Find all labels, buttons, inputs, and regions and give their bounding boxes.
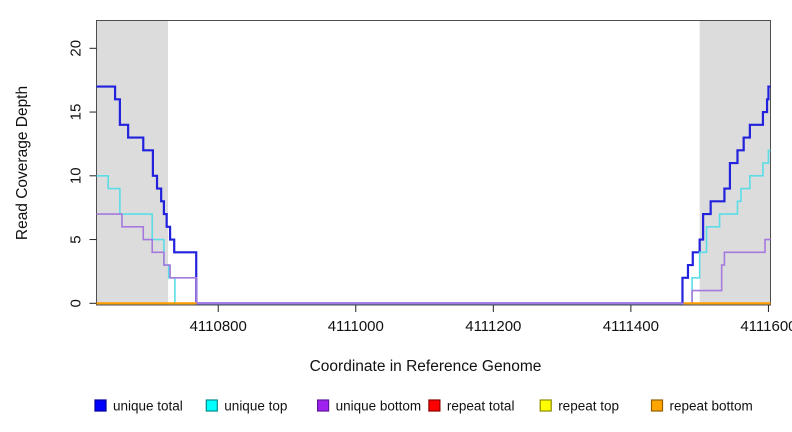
legend-label: unique bottom bbox=[336, 399, 422, 414]
y-tick-label: 5 bbox=[68, 235, 85, 243]
legend-label: repeat total bbox=[447, 399, 515, 414]
y-tick-label: 20 bbox=[68, 40, 85, 57]
x-tick-label: 4111600 bbox=[740, 318, 792, 335]
legend-swatch-repeat-bottom bbox=[650, 399, 664, 412]
legend-swatch-unique-total bbox=[94, 399, 107, 412]
series-line-unique-top bbox=[96, 149, 771, 305]
legend-label: repeat bottom bbox=[670, 399, 753, 414]
legend-label: unique total bbox=[113, 399, 183, 414]
x-tick-label: 4111400 bbox=[603, 318, 659, 335]
x-tick-label: 4111200 bbox=[465, 318, 521, 335]
legend-label: unique top bbox=[224, 399, 287, 414]
repeat-region-band bbox=[96, 20, 169, 305]
x-axis-title: Coordinate in Reference Genome bbox=[310, 358, 542, 375]
series-line-unique-bottom bbox=[96, 213, 771, 305]
y-tick-label: 15 bbox=[68, 104, 85, 121]
legend-swatch-unique-bottom bbox=[317, 399, 330, 412]
legend-swatch-repeat-total bbox=[428, 399, 441, 412]
series-line-unique-total bbox=[96, 85, 771, 305]
y-axis-title: Read Coverage Depth bbox=[14, 86, 31, 240]
y-tick-label: 10 bbox=[68, 167, 85, 184]
legend-swatch-repeat-top bbox=[539, 399, 552, 412]
legend-swatch-unique-top bbox=[205, 399, 218, 412]
plot-box bbox=[96, 20, 771, 306]
x-tick-label: 4110800 bbox=[190, 318, 247, 335]
legend-label: repeat top bbox=[558, 399, 619, 414]
y-tick-label: 0 bbox=[68, 299, 85, 307]
x-tick-label: 4111000 bbox=[328, 318, 384, 335]
